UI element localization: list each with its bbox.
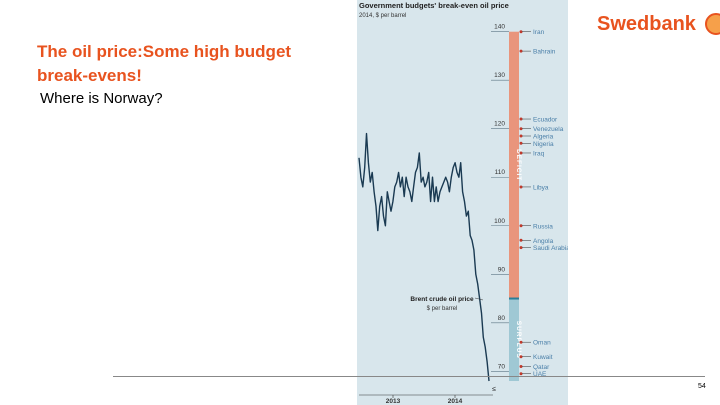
y-tick-label: 80 bbox=[498, 315, 506, 322]
brent-label-leader bbox=[474, 297, 484, 301]
footer-divider bbox=[113, 376, 705, 377]
oak-tree-logo-icon bbox=[705, 13, 720, 35]
break-even-label: Qatar bbox=[533, 364, 550, 371]
y-tick-label: 70 bbox=[498, 363, 506, 370]
logo-text: Swedbank bbox=[597, 13, 696, 35]
x-tick-label: 2013 bbox=[386, 398, 401, 405]
break-even-dot bbox=[519, 127, 523, 131]
chart-svg: Government budgets' break-even oil price… bbox=[357, 0, 568, 405]
break-even-dot bbox=[519, 340, 523, 344]
zone-bar-deficit bbox=[509, 31, 519, 299]
break-even-dot bbox=[519, 246, 523, 250]
break-even-dot bbox=[519, 372, 523, 376]
slide-subtitle: Where is Norway? bbox=[40, 90, 163, 107]
axis-break-icon: ≤ bbox=[492, 386, 496, 393]
break-even-dot bbox=[519, 355, 523, 359]
break-even-dot bbox=[519, 49, 523, 53]
break-even-dot bbox=[519, 238, 523, 242]
break-even-label: UAE bbox=[533, 371, 547, 378]
break-even-label: Algeria bbox=[533, 134, 554, 141]
break-even-dot bbox=[519, 185, 523, 189]
page-number: 54 bbox=[698, 383, 706, 390]
y-tick-label: 130 bbox=[494, 72, 505, 79]
break-even-label: Oman bbox=[533, 340, 551, 347]
x-tick-label: 2014 bbox=[448, 398, 463, 405]
zone-label-surplus: SURPLUS bbox=[515, 321, 522, 359]
y-tick-label: 90 bbox=[498, 266, 506, 273]
y-tick-label: 110 bbox=[495, 169, 506, 176]
break-even-label: Kuwait bbox=[533, 354, 553, 361]
zone-bar-surplus bbox=[509, 298, 519, 381]
y-tick-label: 100 bbox=[494, 218, 505, 225]
brent-label: Brent crude oil price bbox=[410, 296, 474, 303]
zone-label-deficit: DEFICIT bbox=[515, 149, 522, 181]
break-even-dot bbox=[519, 224, 523, 228]
slide-title: The oil price:Some high budget break-eve… bbox=[37, 42, 292, 85]
break-even-label: Saudi Arabia bbox=[533, 245, 568, 252]
break-even-dot bbox=[519, 134, 523, 138]
break-even-chart: Government budgets' break-even oil price… bbox=[357, 0, 568, 405]
break-even-label: Iraq bbox=[533, 150, 545, 157]
break-even-dot bbox=[519, 151, 523, 155]
y-tick-label: 140 bbox=[494, 24, 505, 31]
break-even-label: Nigeria bbox=[533, 141, 554, 148]
chart-subtitle: 2014, $ per barrel bbox=[359, 13, 406, 19]
break-even-dot bbox=[519, 364, 523, 368]
brent-price-line bbox=[358, 132, 490, 382]
chart-title: Government budgets' break-even oil price bbox=[359, 1, 509, 10]
brent-unit: $ per barrel bbox=[427, 306, 458, 312]
break-even-label: Libya bbox=[533, 184, 549, 191]
break-even-dot bbox=[519, 30, 523, 34]
break-even-label: Russia bbox=[533, 223, 553, 230]
break-even-label: Ecuador bbox=[533, 117, 558, 124]
break-even-label: Bahrain bbox=[533, 49, 556, 56]
break-even-dot bbox=[519, 141, 523, 145]
break-even-label: Iran bbox=[533, 29, 545, 36]
break-even-dot bbox=[519, 117, 523, 121]
y-tick-label: 120 bbox=[494, 121, 505, 128]
break-even-label: Venezuela bbox=[533, 126, 564, 133]
break-even-label: Angola bbox=[533, 238, 554, 245]
